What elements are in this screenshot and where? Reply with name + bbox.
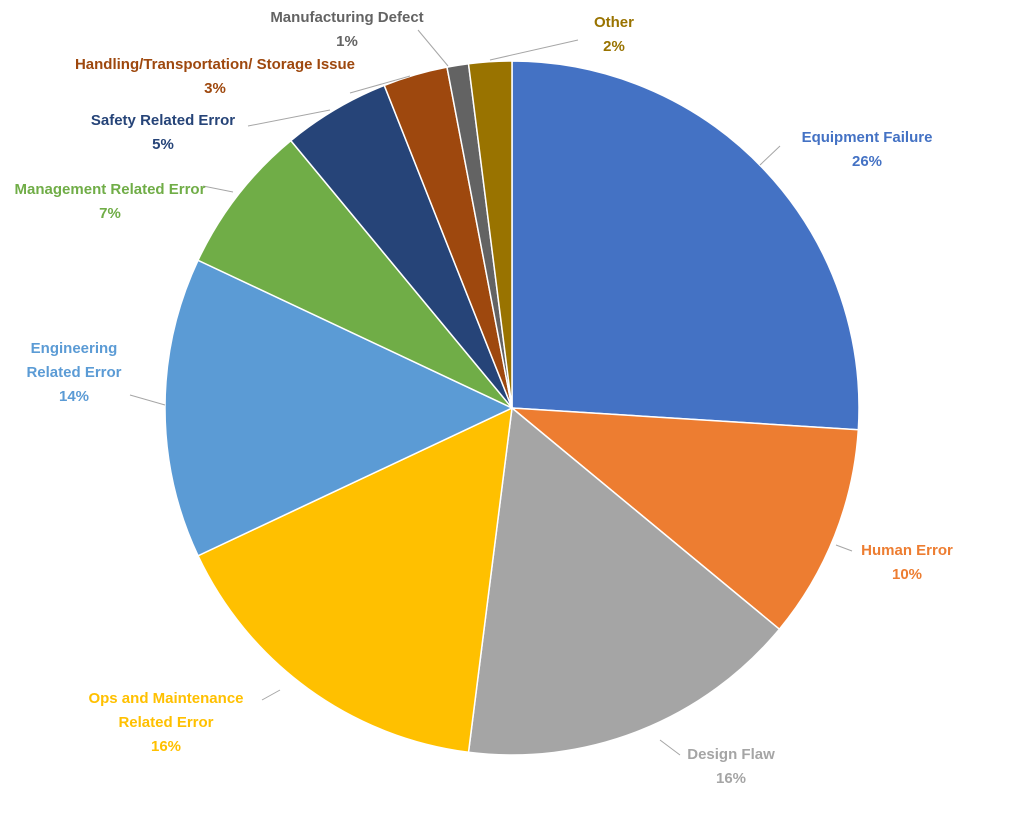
leader-line bbox=[759, 145, 781, 166]
pie-slice bbox=[511, 60, 860, 431]
leader-line bbox=[202, 185, 234, 193]
data-label: Engineering Related Error 14% bbox=[14, 337, 134, 409]
category-label: Engineering Related Error bbox=[26, 340, 122, 381]
value-label: 14% bbox=[58, 388, 90, 405]
value-label: 16% bbox=[150, 738, 182, 755]
value-label: 16% bbox=[715, 770, 747, 787]
value-label: 7% bbox=[99, 205, 121, 222]
category-label: Equipment Failure bbox=[801, 129, 933, 146]
leader-line bbox=[489, 39, 579, 61]
leader-line bbox=[129, 394, 166, 406]
category-label: Human Error bbox=[861, 542, 953, 559]
value-label: 2% bbox=[603, 38, 625, 55]
data-label: Handling/Transportation/ Storage Issue 3% bbox=[45, 53, 385, 101]
leader-line bbox=[247, 109, 331, 127]
category-label: Ops and Maintenance Related Error bbox=[88, 690, 244, 731]
pie-slice bbox=[467, 60, 513, 409]
data-label: Manufacturing Defect 1% bbox=[237, 6, 457, 54]
data-label: Management Related Error 7% bbox=[10, 178, 210, 226]
value-label: 3% bbox=[204, 80, 226, 97]
pie-slice bbox=[509, 407, 860, 631]
leader-line bbox=[835, 544, 853, 552]
pie-slice bbox=[164, 259, 514, 557]
category-label: Other bbox=[593, 14, 634, 31]
leader-line bbox=[417, 29, 449, 67]
leader-line bbox=[659, 739, 681, 756]
pie-slice bbox=[197, 406, 513, 754]
value-label: 10% bbox=[891, 566, 923, 583]
pie-slice bbox=[467, 406, 781, 756]
category-label: Handling/Transportation/ Storage Issue bbox=[74, 56, 356, 73]
category-label: Safety Related Error bbox=[90, 112, 236, 129]
category-label: Management Related Error bbox=[14, 181, 206, 198]
data-label: Human Error 10% bbox=[837, 539, 977, 587]
leader-line bbox=[261, 689, 281, 701]
data-label: Design Flaw 16% bbox=[661, 743, 801, 791]
data-label: Equipment Failure 26% bbox=[782, 126, 952, 174]
value-label: 26% bbox=[851, 153, 883, 170]
data-label: Ops and Maintenance Related Error 16% bbox=[66, 687, 266, 759]
pie-slice bbox=[197, 139, 513, 409]
category-label: Design Flaw bbox=[687, 746, 775, 763]
data-label: Safety Related Error 5% bbox=[63, 109, 263, 157]
value-label: 5% bbox=[152, 136, 174, 153]
category-label: Manufacturing Defect bbox=[270, 9, 424, 26]
data-label: Other 2% bbox=[574, 11, 654, 59]
value-label: 1% bbox=[336, 33, 358, 50]
leader-line bbox=[349, 75, 411, 94]
